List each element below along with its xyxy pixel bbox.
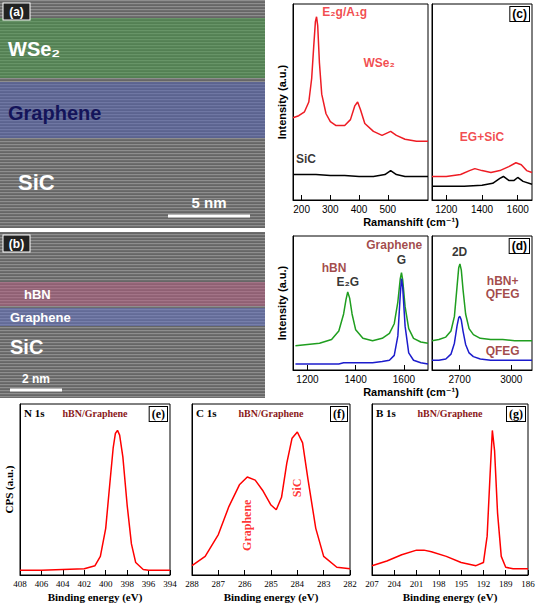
svg-text:Graphene: Graphene: [366, 238, 422, 252]
svg-text:SiC: SiC: [296, 152, 316, 166]
svg-text:1400: 1400: [471, 204, 494, 215]
svg-text:186: 186: [521, 579, 535, 589]
svg-text:Ramanshift (cm⁻¹): Ramanshift (cm⁻¹): [363, 386, 459, 398]
svg-text:1200: 1200: [435, 204, 458, 215]
svg-text:Graphene: Graphene: [10, 310, 71, 325]
svg-text:SiC: SiC: [290, 479, 304, 498]
svg-text:Intensity (a.u.): Intensity (a.u.): [276, 265, 288, 340]
svg-text:E₂g/A₁g: E₂g/A₁g: [322, 5, 367, 19]
svg-text:192: 192: [477, 579, 491, 589]
svg-text:408: 408: [13, 579, 27, 589]
svg-text:SiC: SiC: [18, 170, 55, 195]
svg-text:287: 287: [212, 579, 226, 589]
svg-text:hBN+: hBN+: [487, 274, 519, 288]
svg-text:300: 300: [322, 204, 339, 215]
svg-text:402: 402: [78, 579, 92, 589]
svg-text:282: 282: [343, 579, 357, 589]
svg-text:CPS (a.u.): CPS (a.u.): [3, 465, 16, 513]
svg-text:204: 204: [388, 579, 402, 589]
svg-text:500: 500: [379, 204, 396, 215]
svg-text:198: 198: [432, 579, 446, 589]
svg-text:1400: 1400: [345, 374, 368, 385]
svg-text:396: 396: [142, 579, 156, 589]
svg-text:1600: 1600: [393, 374, 416, 385]
svg-text:G: G: [397, 253, 406, 267]
svg-text:QFEG: QFEG: [486, 287, 520, 301]
svg-text:Graphene: Graphene: [8, 102, 101, 124]
svg-text:hBN: hBN: [24, 287, 51, 302]
svg-text:286: 286: [238, 579, 252, 589]
svg-text:(f): (f): [333, 407, 345, 421]
svg-text:Binding energy (eV): Binding energy (eV): [48, 591, 143, 604]
svg-text:Binding energy (eV): Binding energy (eV): [403, 591, 498, 604]
svg-text:2 nm: 2 nm: [22, 372, 50, 386]
svg-text:(e): (e): [152, 407, 165, 421]
svg-text:(g): (g): [509, 407, 523, 421]
svg-text:285: 285: [264, 579, 278, 589]
svg-text:N 1s: N 1s: [24, 407, 45, 419]
svg-text:1200: 1200: [296, 374, 319, 385]
svg-text:400: 400: [351, 204, 368, 215]
svg-text:hBN/Graphene: hBN/Graphene: [238, 408, 304, 419]
svg-text:Graphene: Graphene: [240, 499, 254, 551]
svg-text:201: 201: [410, 579, 424, 589]
svg-text:200: 200: [293, 204, 310, 215]
svg-text:195: 195: [454, 579, 468, 589]
svg-text:QFEG: QFEG: [486, 344, 520, 358]
svg-text:400: 400: [99, 579, 113, 589]
svg-text:2700: 2700: [448, 374, 471, 385]
svg-text:WSe₂: WSe₂: [363, 56, 394, 70]
svg-text:hBN/Graphene: hBN/Graphene: [417, 408, 483, 419]
svg-text:394: 394: [163, 579, 177, 589]
svg-text:284: 284: [291, 579, 305, 589]
svg-text:404: 404: [56, 579, 70, 589]
svg-text:1600: 1600: [507, 204, 530, 215]
svg-text:189: 189: [499, 579, 513, 589]
svg-text:(c): (c): [512, 7, 527, 21]
svg-text:398: 398: [120, 579, 134, 589]
svg-text:(d): (d): [512, 239, 527, 253]
svg-text:(b): (b): [9, 237, 24, 251]
svg-text:5 nm: 5 nm: [191, 194, 226, 211]
svg-text:SiC: SiC: [10, 336, 43, 358]
svg-text:(a): (a): [9, 5, 24, 19]
svg-text:406: 406: [35, 579, 49, 589]
svg-text:207: 207: [365, 579, 379, 589]
svg-text:hBN/Graphene: hBN/Graphene: [62, 408, 128, 419]
svg-text:EG+SiC: EG+SiC: [460, 130, 505, 144]
svg-text:Ramanshift (cm⁻¹): Ramanshift (cm⁻¹): [363, 216, 459, 228]
svg-text:E₂G: E₂G: [336, 275, 359, 289]
svg-text:WSe₂: WSe₂: [8, 38, 60, 60]
svg-text:Binding energy (eV): Binding energy (eV): [224, 591, 319, 604]
svg-text:Intensity (a.u.): Intensity (a.u.): [276, 64, 288, 139]
svg-text:hBN: hBN: [322, 261, 347, 275]
svg-text:3000: 3000: [500, 374, 523, 385]
svg-text:B 1s: B 1s: [376, 407, 397, 419]
svg-text:283: 283: [317, 579, 331, 589]
svg-text:2D: 2D: [452, 245, 468, 259]
svg-text:C 1s: C 1s: [196, 407, 217, 419]
svg-text:288: 288: [185, 579, 199, 589]
